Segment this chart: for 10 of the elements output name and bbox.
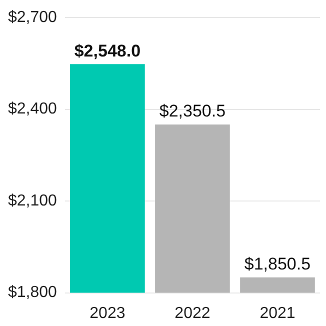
y-tick-label: $2,700 [8,9,58,26]
data-label: $1,850.5 [244,254,311,274]
data-label: $2,350.5 [159,102,226,121]
y-tick-label: $1,800 [8,284,58,302]
x-tick-label: 2022 [174,304,210,322]
x-tick-label: 2021 [260,304,296,322]
y-tick-label: $2,100 [8,192,58,210]
y-tick-label: $2,400 [8,100,58,118]
x-tick-label: 2023 [90,304,126,322]
data-label: $2,548.0 [74,41,141,60]
